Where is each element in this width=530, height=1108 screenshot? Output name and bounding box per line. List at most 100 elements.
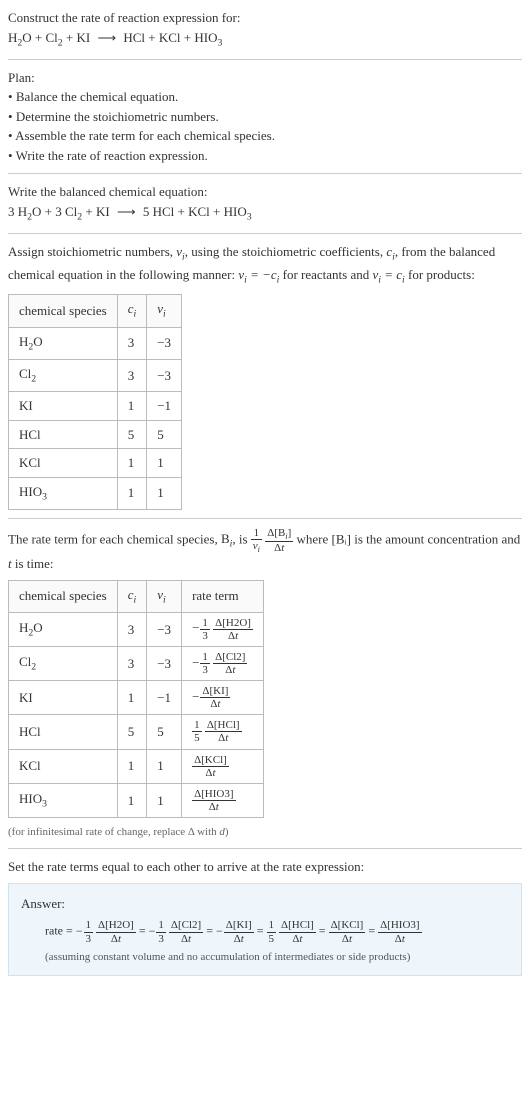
nui-cell: 1 — [147, 477, 182, 509]
divider — [8, 848, 522, 849]
plan: Plan: Balance the chemical equation. Det… — [8, 68, 522, 166]
rate-expression: rate = −13 Δ[H2O]Δt = −13 Δ[Cl2]Δt = −Δ[… — [45, 919, 509, 944]
table-row: KI1−1 — [9, 392, 182, 421]
table-row: HIO3 1 1 Δ[HIO3]Δt — [9, 783, 264, 817]
col-ci: ci — [117, 295, 147, 327]
ci-cell: 3 — [117, 647, 147, 681]
species-cell: HIO3 — [9, 477, 118, 509]
assign-text: , using the stoichiometric coefficients, — [185, 244, 387, 259]
divider — [8, 233, 522, 234]
col-rate-term: rate term — [182, 580, 264, 612]
nui-cell: −1 — [147, 392, 182, 421]
species-cell: KI — [9, 681, 118, 715]
unbalanced-equation: H2O + Cl2 + KI ⟶ HCl + KCl + HIO3 — [8, 28, 522, 51]
species-cell: HCl — [9, 715, 118, 749]
set-equal-text: Set the rate terms equal to each other t… — [8, 857, 522, 877]
rate-term-cell: Δ[KCl]Δt — [182, 749, 264, 783]
assign-section: Assign stoichiometric numbers, νi, using… — [8, 242, 522, 510]
nui-cell: 5 — [147, 715, 182, 749]
table-caption: (for infinitesimal rate of change, repla… — [8, 824, 522, 841]
ci-cell: 5 — [117, 420, 147, 449]
nui-cell: 1 — [147, 749, 182, 783]
ci-cell: 1 — [117, 749, 147, 783]
nui-cell: −3 — [147, 327, 182, 359]
Bi: Bi — [221, 531, 232, 546]
rate-term-table: chemical species ci νi rate term H2O 3 −… — [8, 580, 264, 818]
assign-text: for products: — [405, 267, 475, 282]
ci-cell: 1 — [117, 783, 147, 817]
rate-term-cell: −13 Δ[H2O]Δt — [182, 612, 264, 646]
species-cell: Cl2 — [9, 647, 118, 681]
plan-item: Determine the stoichiometric numbers. — [8, 107, 522, 127]
ci-cell: 5 — [117, 715, 147, 749]
stoich-table: chemical species ci νi H2O3−3 Cl23−3 KI1… — [8, 294, 182, 509]
plan-list: Balance the chemical equation. Determine… — [8, 87, 522, 165]
col-ci: ci — [117, 580, 147, 612]
answer-box: Answer: rate = −13 Δ[H2O]Δt = −13 Δ[Cl2]… — [8, 883, 522, 976]
assign-text: for reactants and — [279, 267, 372, 282]
table-row: Cl2 3 −3 −13 Δ[Cl2]Δt — [9, 647, 264, 681]
col-species: chemical species — [9, 295, 118, 327]
rate-text: , is — [232, 531, 250, 546]
plan-item: Assemble the rate term for each chemical… — [8, 126, 522, 146]
table-row: HCl 5 5 15 Δ[HCl]Δt — [9, 715, 264, 749]
nui-cell: −3 — [147, 359, 182, 391]
nui-cell: 1 — [147, 783, 182, 817]
rate-text: The rate term for each chemical species, — [8, 531, 221, 546]
species-cell: KCl — [9, 749, 118, 783]
col-nui: νi — [147, 295, 182, 327]
species-cell: HCl — [9, 420, 118, 449]
table-row: H2O3−3 — [9, 327, 182, 359]
frac-one-over-nu: 1νi — [251, 527, 262, 554]
rate-word: rate = — [45, 924, 76, 938]
nui-cell: 5 — [147, 420, 182, 449]
answer-label: Answer: — [21, 894, 509, 914]
species-cell: H2O — [9, 327, 118, 359]
table-row: HIO311 — [9, 477, 182, 509]
rel2: νi = ci — [373, 267, 405, 282]
ci-cell: 3 — [117, 612, 147, 646]
header: Construct the rate of reaction expressio… — [8, 8, 522, 51]
prompt-text: Construct the rate of reaction expressio… — [8, 8, 522, 28]
plan-item: Write the rate of reaction expression. — [8, 146, 522, 166]
rate-text: where [Bᵢ] is the amount concentration a… — [297, 531, 521, 546]
answer-assumption: (assuming constant volume and no accumul… — [45, 949, 509, 966]
c-i: ci — [386, 244, 395, 259]
table-row: H2O 3 −3 −13 Δ[H2O]Δt — [9, 612, 264, 646]
ci-cell: 1 — [117, 392, 147, 421]
table-row: KCl11 — [9, 449, 182, 478]
nu-i: νi — [176, 244, 185, 259]
rate-term-cell: −Δ[KI]Δt — [182, 681, 264, 715]
col-nui: νi — [147, 580, 182, 612]
species-cell: H2O — [9, 612, 118, 646]
species-cell: HIO3 — [9, 783, 118, 817]
ci-cell: 3 — [117, 327, 147, 359]
col-species: chemical species — [9, 580, 118, 612]
nui-cell: −3 — [147, 612, 182, 646]
divider — [8, 59, 522, 60]
rate-term-section: The rate term for each chemical species,… — [8, 527, 522, 841]
plan-item: Balance the chemical equation. — [8, 87, 522, 107]
species-cell: KCl — [9, 449, 118, 478]
species-cell: KI — [9, 392, 118, 421]
divider — [8, 518, 522, 519]
rate-term-cell: Δ[HIO3]Δt — [182, 783, 264, 817]
divider — [8, 173, 522, 174]
rate-term-cell: 15 Δ[HCl]Δt — [182, 715, 264, 749]
table-row: HCl55 — [9, 420, 182, 449]
nui-cell: 1 — [147, 449, 182, 478]
frac-dBi-dt: Δ[Bi]Δt — [265, 527, 293, 554]
species-cell: Cl2 — [9, 359, 118, 391]
nui-cell: −1 — [147, 681, 182, 715]
ci-cell: 1 — [117, 681, 147, 715]
ci-cell: 3 — [117, 359, 147, 391]
rate-text: is time: — [12, 556, 54, 571]
balanced-section: Write the balanced chemical equation: 3 … — [8, 182, 522, 225]
rate-term-cell: −13 Δ[Cl2]Δt — [182, 647, 264, 681]
ci-cell: 1 — [117, 449, 147, 478]
table-row: KCl 1 1 Δ[KCl]Δt — [9, 749, 264, 783]
rel1: νi = −ci — [238, 267, 279, 282]
balance-title: Write the balanced chemical equation: — [8, 182, 522, 202]
table-row: Cl23−3 — [9, 359, 182, 391]
ci-cell: 1 — [117, 477, 147, 509]
